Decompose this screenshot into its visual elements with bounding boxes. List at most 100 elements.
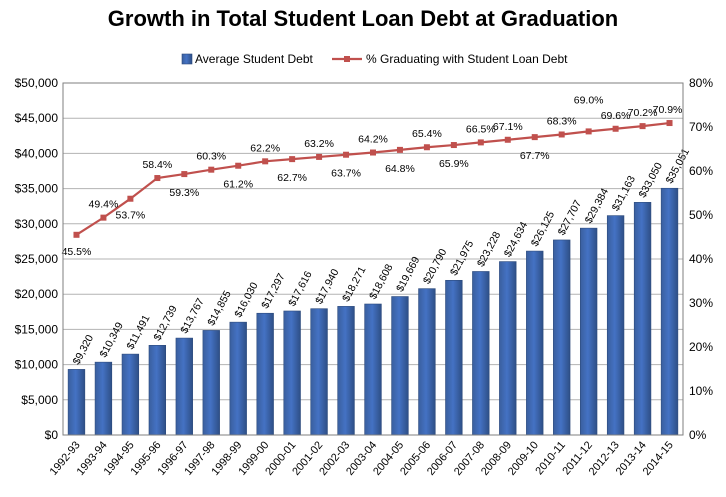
legend-swatch-marker — [344, 56, 350, 62]
y-axis-left: $0 $5,000 $10,000 $15,000 $20,000 $25,000 $30,… — [15, 76, 59, 442]
bar — [633, 202, 652, 436]
line-marker — [396, 146, 403, 153]
bar — [148, 345, 167, 436]
bar-data-label: $29,384 — [583, 186, 611, 225]
bar-data-label: $10,349 — [97, 320, 125, 359]
legend-swatch-bar — [181, 53, 193, 65]
x-axis-labels: 1992-931993-941994-951995-961996-971997-… — [48, 439, 676, 478]
bar — [445, 279, 463, 436]
y-left-tick-label: $5,000 — [21, 393, 58, 407]
bar — [499, 261, 517, 436]
bar-data-label: $18,271 — [340, 264, 368, 303]
line-marker — [289, 156, 296, 163]
line-marker — [235, 162, 242, 169]
bar — [553, 239, 571, 436]
bar — [418, 288, 436, 436]
line-marker — [100, 214, 107, 221]
line-marker — [423, 144, 430, 151]
bar-data-label: $17,940 — [313, 267, 341, 306]
line-marker — [127, 195, 134, 202]
line-marker — [450, 142, 457, 149]
line-data-label: 60.3% — [196, 151, 226, 163]
bar — [121, 353, 140, 436]
chart-title: Growth in Total Student Loan Debt at Gra… — [107, 6, 619, 31]
line-data-label: 61.2% — [223, 179, 253, 191]
line-data-label: 67.7% — [520, 150, 550, 162]
bar — [67, 369, 86, 436]
line-data-label: 65.4% — [412, 128, 442, 140]
y-left-tick-label: $50,000 — [15, 76, 59, 90]
line-data-label: 64.8% — [385, 163, 415, 175]
bar — [310, 308, 328, 436]
y-right-tick-label: 0% — [689, 428, 707, 442]
bar-data-label: $35,051 — [664, 146, 692, 185]
y-right-tick-label: 50% — [689, 208, 713, 222]
bar — [579, 227, 598, 436]
line-data-label: 68.3% — [547, 115, 577, 127]
y-left-tick-label: $30,000 — [15, 217, 59, 231]
bar-data-label: $26,125 — [529, 209, 557, 248]
line-data-label: 49.4% — [89, 199, 119, 211]
line-data-label: 70.9% — [653, 104, 683, 116]
line-marker — [208, 166, 215, 173]
bar-data-label: $19,669 — [394, 255, 422, 294]
bar — [283, 310, 301, 436]
line-data-label: 67.1% — [493, 121, 523, 133]
line-data-label: 64.2% — [358, 134, 388, 146]
line-data-label: 62.7% — [277, 172, 307, 184]
bar — [606, 215, 625, 436]
legend: Average Student Debt % Graduating with St… — [181, 52, 568, 66]
y-right-tick-label: 40% — [689, 252, 713, 266]
line-data-label: 69.0% — [574, 94, 604, 106]
bar-data-label: $31,163 — [610, 174, 638, 213]
y-right-tick-label: 10% — [689, 384, 713, 398]
bar-data-label: $16,030 — [232, 280, 260, 319]
line-marker — [639, 123, 646, 130]
y-right-tick-label: 30% — [689, 296, 713, 310]
line-data-label: 66.5% — [466, 123, 496, 135]
line-data-label: 70.2% — [628, 107, 658, 119]
y-right-tick-label: 60% — [689, 164, 713, 178]
bar — [202, 330, 220, 436]
line-marker — [612, 125, 619, 132]
y-right-tick-label: 80% — [689, 76, 713, 90]
legend-label-bar: Average Student Debt — [195, 52, 314, 66]
line-marker — [181, 171, 188, 178]
line-marker — [504, 136, 511, 143]
bar-data-label: $27,707 — [556, 198, 584, 237]
line-marker — [262, 158, 269, 165]
bar — [256, 312, 274, 436]
y-left-tick-label: $20,000 — [15, 287, 59, 301]
line-data-label: 63.2% — [304, 138, 334, 150]
bar — [175, 337, 193, 436]
line-data-label: 63.7% — [331, 168, 361, 180]
bar-data-label: $17,616 — [286, 269, 314, 308]
y-right-tick-label: 20% — [689, 340, 713, 354]
y-left-tick-label: $0 — [45, 428, 59, 442]
line-series — [73, 120, 673, 238]
y-left-tick-label: $10,000 — [15, 358, 59, 372]
line-marker — [343, 151, 350, 158]
line-data-labels: 45.5% 49.4%53.7% 58.4% 59.3% 60.3% 61.2% 62.2%… — [62, 94, 683, 257]
line-marker — [558, 131, 565, 138]
bar-data-label: $21,975 — [448, 238, 476, 277]
y-left-tick-label: $25,000 — [15, 252, 59, 266]
bar — [229, 321, 247, 436]
line-data-label: 69.6% — [601, 110, 631, 122]
line-data-label: 59.3% — [169, 187, 199, 199]
line-data-label: 65.9% — [439, 158, 469, 170]
bar — [94, 361, 113, 436]
bar-data-label: $12,739 — [151, 303, 179, 342]
bar-data-label: $24,634 — [502, 220, 530, 259]
line-marker — [316, 153, 323, 160]
y-left-tick-label: $40,000 — [15, 146, 59, 160]
bar — [660, 187, 679, 436]
bar-data-label: $9,320 — [71, 333, 97, 367]
legend-label-line: % Graduating with Student Loan Debt — [366, 52, 568, 66]
line-marker — [477, 139, 484, 146]
line-marker — [73, 231, 80, 238]
line-data-label: 62.2% — [250, 142, 280, 154]
bar-data-label: $33,050 — [637, 160, 665, 199]
bar-data-label: $20,790 — [421, 247, 449, 286]
